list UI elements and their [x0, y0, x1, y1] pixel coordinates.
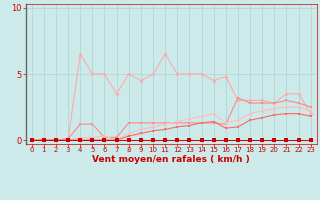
- X-axis label: Vent moyen/en rafales ( km/h ): Vent moyen/en rafales ( km/h ): [92, 155, 250, 164]
